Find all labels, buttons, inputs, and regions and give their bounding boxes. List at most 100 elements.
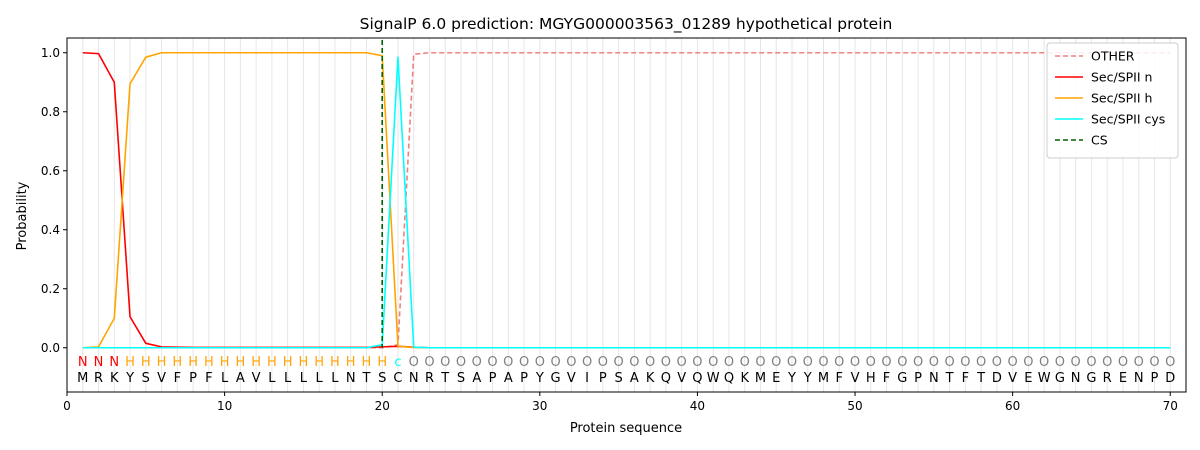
y-tick-label: 0.2 xyxy=(41,282,60,296)
region-label: O xyxy=(1165,355,1175,370)
region-label: O xyxy=(550,355,560,370)
residue-label: L xyxy=(316,371,324,386)
region-label: H xyxy=(235,355,245,370)
residue-label: Y xyxy=(535,371,544,386)
residue-label: G xyxy=(1055,371,1065,386)
residue-label: L xyxy=(300,371,308,386)
region-label: O xyxy=(1118,355,1128,370)
residue-label: T xyxy=(361,371,370,386)
residue-label: R xyxy=(1103,371,1112,386)
region-label: O xyxy=(913,355,923,370)
residue-label: K xyxy=(110,371,119,386)
residue-label: R xyxy=(425,371,434,386)
region-label: O xyxy=(1071,355,1081,370)
residue-label: N xyxy=(346,371,356,386)
residue-label: Q xyxy=(724,371,734,386)
y-tick-label: 0.8 xyxy=(41,105,60,119)
x-tick-label: 40 xyxy=(690,399,705,413)
residue-label: F xyxy=(836,371,843,386)
region-label: O xyxy=(1023,355,1033,370)
region-label: O xyxy=(1039,355,1049,370)
region-label: N xyxy=(94,355,104,370)
residue-label: H xyxy=(866,371,876,386)
residue-label: P xyxy=(914,371,922,386)
residue-label: E xyxy=(772,371,780,386)
residue-label: S xyxy=(378,371,386,386)
region-label: O xyxy=(566,355,576,370)
region-label: O xyxy=(1055,355,1065,370)
region-label: H xyxy=(220,355,230,370)
residue-label: G xyxy=(551,371,561,386)
region-label: O xyxy=(818,355,828,370)
region-label: H xyxy=(377,355,387,370)
residue-label: T xyxy=(976,371,985,386)
region-label: O xyxy=(519,355,529,370)
region-label: O xyxy=(645,355,655,370)
legend-label: Sec/SPII n xyxy=(1091,70,1152,85)
y-tick-label: 0.4 xyxy=(41,223,60,237)
residue-label: M xyxy=(755,371,766,386)
residue-label: V xyxy=(1008,371,1017,386)
x-tick-label: 60 xyxy=(1005,399,1020,413)
residue-label: V xyxy=(157,371,166,386)
region-label: H xyxy=(251,355,261,370)
residue-label: S xyxy=(614,371,622,386)
residue-label: Q xyxy=(692,371,702,386)
residue-label: V xyxy=(851,371,860,386)
residue-label: E xyxy=(1119,371,1127,386)
x-tick-label: 30 xyxy=(532,399,547,413)
x-tick-label: 70 xyxy=(1163,399,1178,413)
residue-label: D xyxy=(1165,371,1175,386)
plot-frame xyxy=(66,37,1187,393)
residue-label: I xyxy=(585,371,589,386)
residue-label: K xyxy=(740,371,749,386)
region-label: H xyxy=(330,355,340,370)
region-label: O xyxy=(503,355,513,370)
residue-label: S xyxy=(142,371,150,386)
residue-label: G xyxy=(897,371,907,386)
residue-label: Q xyxy=(661,371,671,386)
x-tick-label: 10 xyxy=(217,399,232,413)
region-label: c xyxy=(394,355,401,370)
region-label: O xyxy=(866,355,876,370)
residue-label: F xyxy=(883,371,890,386)
residue-label: V xyxy=(252,371,261,386)
residue-label: A xyxy=(236,371,245,386)
region-label: O xyxy=(692,355,702,370)
region-label: O xyxy=(850,355,860,370)
residue-label: W xyxy=(1038,371,1051,386)
residue-label: C xyxy=(393,371,402,386)
x-axis-label: Protein sequence xyxy=(570,421,682,436)
residue-label: L xyxy=(331,371,339,386)
region-label: O xyxy=(771,355,781,370)
region-label: O xyxy=(1086,355,1096,370)
residue-label: V xyxy=(677,371,686,386)
region-label: O xyxy=(960,355,970,370)
residue-label: G xyxy=(1086,371,1096,386)
region-label: H xyxy=(188,355,198,370)
residue-label: F xyxy=(205,371,212,386)
region-label: O xyxy=(1149,355,1159,370)
residue-label: P xyxy=(520,371,528,386)
chart-title: SignalP 6.0 prediction: MGYG000003563_01… xyxy=(360,15,893,34)
legend-box xyxy=(1046,42,1179,159)
series-line-3 xyxy=(82,56,1171,349)
region-label: O xyxy=(424,355,434,370)
region-label: O xyxy=(834,355,844,370)
residue-label: P xyxy=(489,371,497,386)
region-label: O xyxy=(803,355,813,370)
region-label: H xyxy=(267,355,277,370)
region-label: O xyxy=(929,355,939,370)
region-label: O xyxy=(944,355,954,370)
residue-label: Y xyxy=(125,371,134,386)
residue-label: A xyxy=(630,371,639,386)
axis-ticks: 0 10 20 30 40 50 60 70 0.0 0.2 0.4 0.6 0.8 1.0 xyxy=(41,46,1178,413)
region-label: O xyxy=(1134,355,1144,370)
region-label: O xyxy=(1102,355,1112,370)
region-label: O xyxy=(755,355,765,370)
region-label: O xyxy=(976,355,986,370)
region-label: O xyxy=(614,355,624,370)
residue-label: L xyxy=(284,371,292,386)
region-label: O xyxy=(456,355,466,370)
